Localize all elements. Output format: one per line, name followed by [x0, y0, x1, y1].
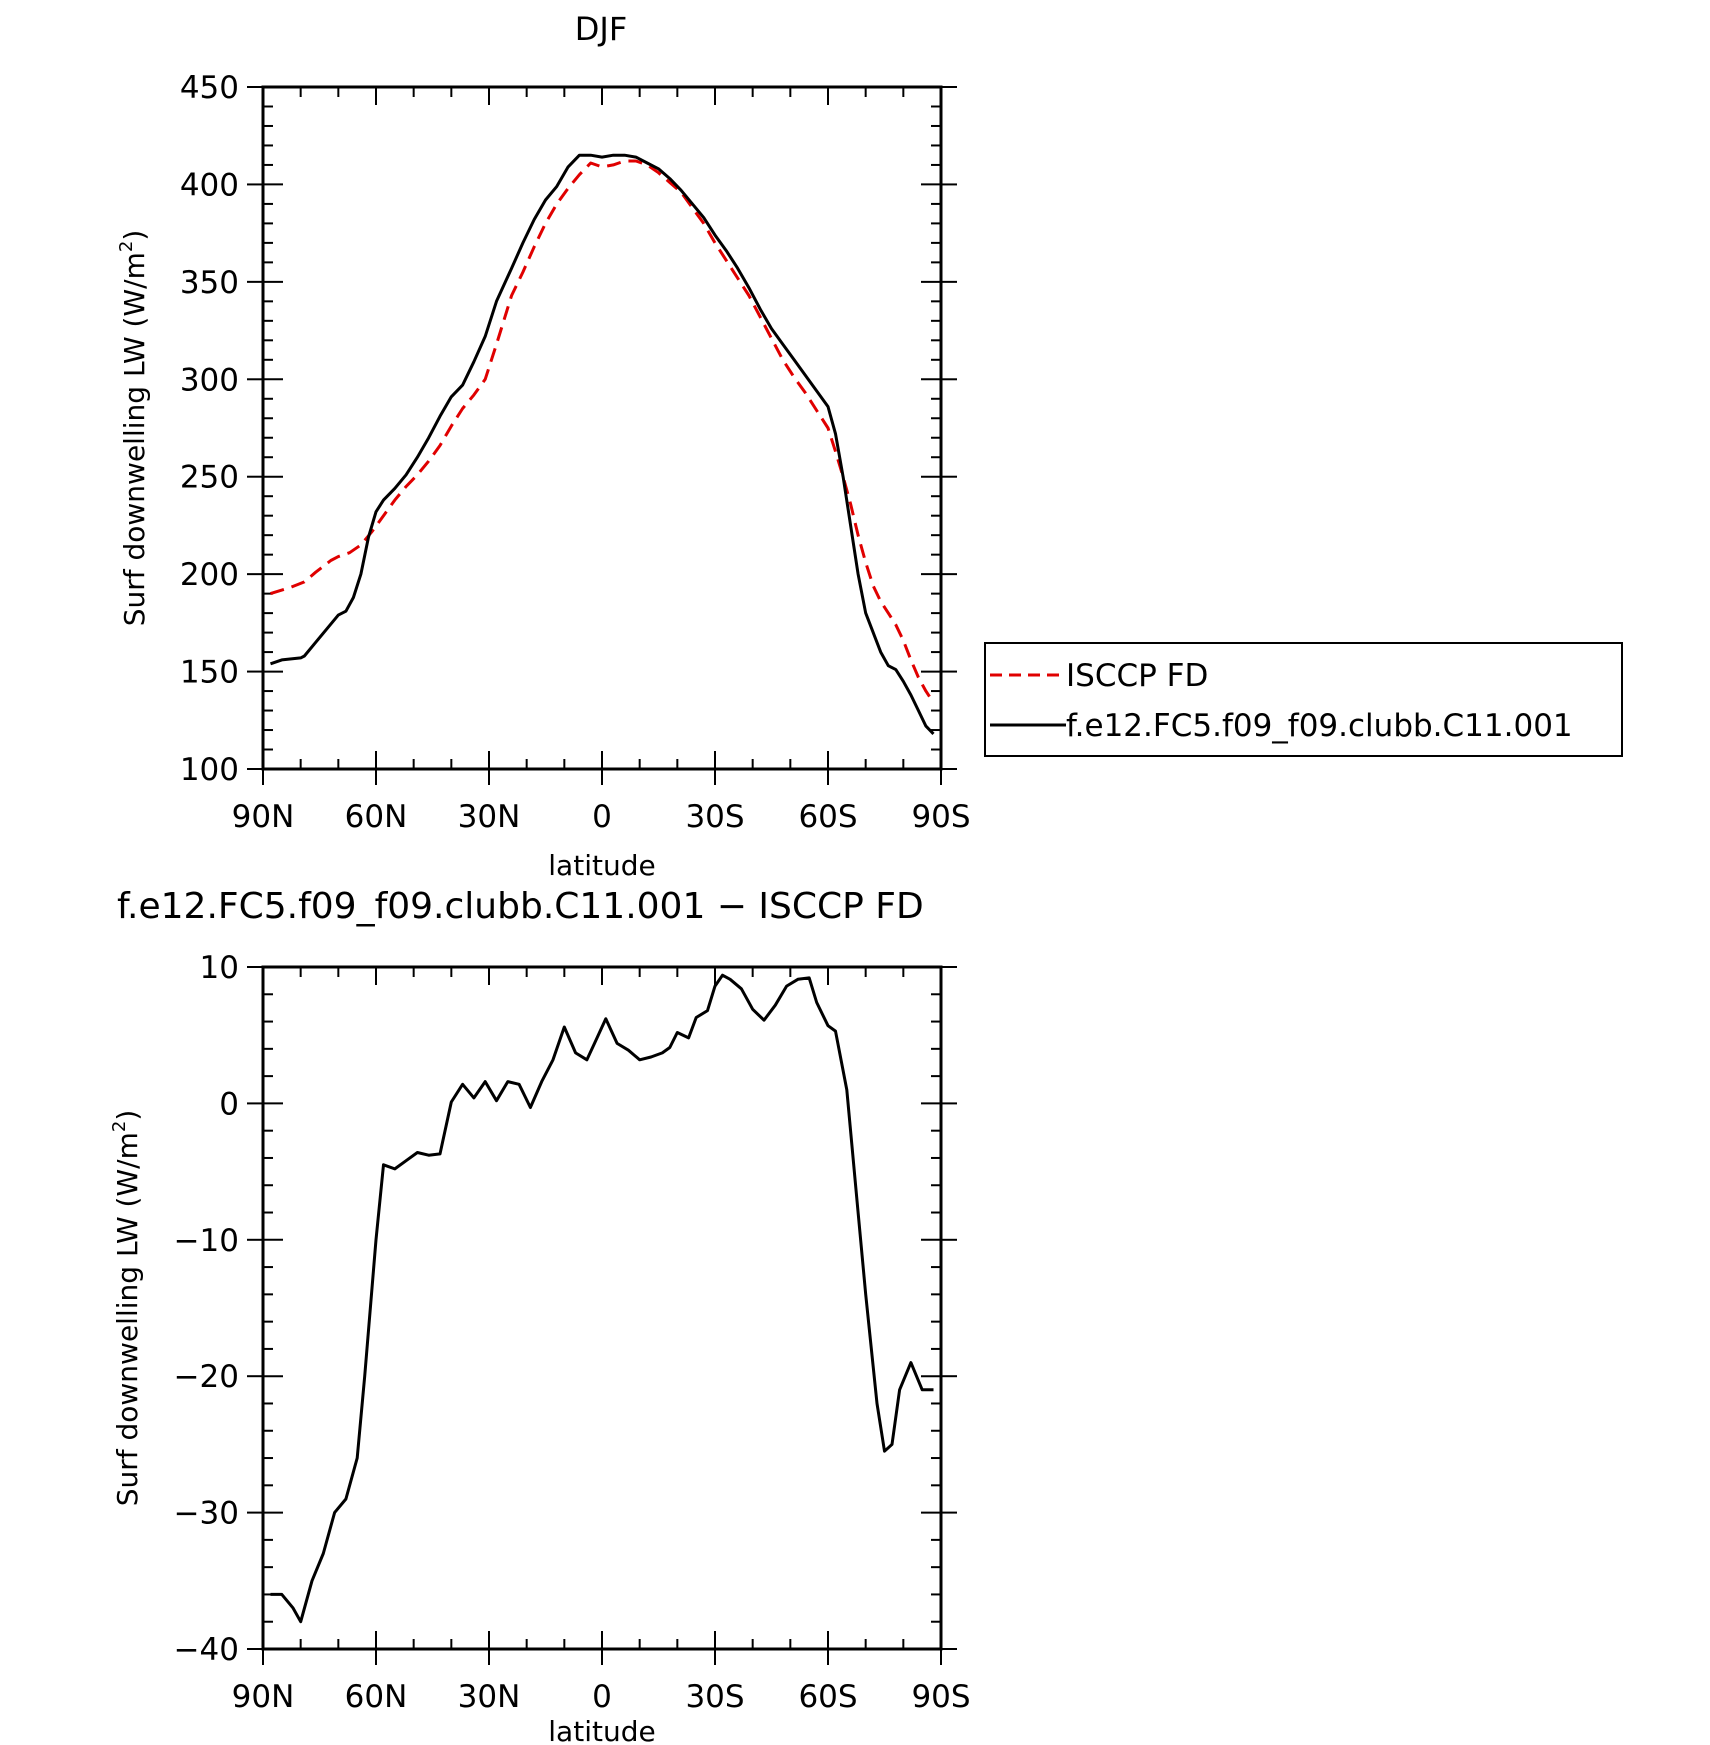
y-tick-label: 250 [180, 460, 239, 496]
panel1-y-axis-label: Surf downwelling LW (W/m2) [116, 230, 151, 627]
panel2-y-tick-labels: −40 −30 −20 −10 0 10 [174, 950, 239, 1668]
panel1-x-tick-labels: 90N 60N 30N 0 30S 60S 90S [232, 799, 971, 835]
y-tick-label: 10 [200, 950, 239, 986]
y-tick-label: 450 [180, 70, 239, 106]
y-tick-label: 300 [180, 362, 239, 398]
panel1-y-axis-label-base: Surf downwelling LW (W/m [118, 252, 151, 626]
panel2-y-axis-label-base: Surf downwelling LW (W/m [111, 1132, 144, 1506]
series-isccp-fd-line [270, 159, 935, 704]
y-tick-label: 400 [180, 167, 239, 203]
x-tick-label: 30S [685, 799, 744, 835]
panel2-y-axis-label-sup: 2 [109, 1121, 130, 1132]
x-tick-label: 60N [345, 799, 408, 835]
y-tick-label: −10 [174, 1223, 239, 1259]
y-tick-label: 100 [180, 752, 239, 788]
panel2-title: f.e12.FC5.f09_f09.clubb.C11.001 − ISCCP … [117, 886, 924, 927]
panel2-tick-marks [247, 966, 957, 1665]
panel2-y-axis-label: Surf downwelling LW (W/m2) [109, 1110, 144, 1507]
legend: ISCCP FD f.e12.FC5.f09_f09.clubb.C11.001 [984, 642, 1623, 757]
panel1-x-axis-label: latitude [548, 849, 655, 882]
y-tick-label: −30 [174, 1496, 239, 1532]
x-tick-label: 90S [911, 1679, 970, 1715]
x-tick-label: 30N [458, 799, 521, 835]
y-tick-label: 200 [180, 557, 239, 593]
legend-label-isccp: ISCCP FD [1066, 658, 1208, 694]
x-tick-label: 90N [232, 799, 295, 835]
x-tick-label: 60S [798, 1679, 857, 1715]
x-tick-label: 60S [798, 799, 857, 835]
legend-box [984, 642, 1623, 757]
panel1-y-tick-labels: 100 150 200 250 300 350 400 450 [180, 70, 239, 788]
y-tick-label: −20 [174, 1359, 239, 1395]
x-tick-label: 30N [458, 1679, 521, 1715]
panel1-title: DJF [575, 10, 627, 48]
x-tick-label: 60N [345, 1679, 408, 1715]
panel2-x-tick-labels: 90N 60N 30N 0 30S 60S 90S [232, 1679, 971, 1715]
panel1-plot-frame [261, 85, 943, 771]
y-tick-label: 150 [180, 655, 239, 691]
y-tick-label: 350 [180, 265, 239, 301]
panel2-y-axis-label-tail: ) [111, 1110, 144, 1121]
panel2-series [270, 973, 934, 1624]
x-tick-label: 0 [592, 799, 612, 835]
panel2-x-axis-label: latitude [548, 1715, 655, 1745]
x-tick-label: 0 [592, 1679, 612, 1715]
panel-djf: DJF 100 150 200 250 300 350 400 450 90N 60N 30N 0 3… [116, 10, 1623, 882]
panel2-plot-frame [261, 965, 943, 1651]
panel-difference: f.e12.FC5.f09_f09.clubb.C11.001 − ISCCP … [109, 886, 971, 1745]
series-model-line [270, 153, 935, 735]
x-tick-label: 30S [685, 1679, 744, 1715]
x-tick-label: 90N [232, 1679, 295, 1715]
panel1-series [270, 153, 935, 735]
x-tick-label: 90S [911, 799, 970, 835]
panel1-y-axis-label-sup: 2 [116, 241, 137, 252]
y-tick-label: 0 [219, 1086, 239, 1122]
panel1-tick-marks [247, 86, 957, 785]
panel1-y-axis-label-tail: ) [118, 230, 151, 241]
y-tick-label: −40 [174, 1632, 239, 1668]
legend-label-model: f.e12.FC5.f09_f09.clubb.C11.001 [1066, 708, 1573, 744]
series-difference-line [270, 973, 934, 1624]
